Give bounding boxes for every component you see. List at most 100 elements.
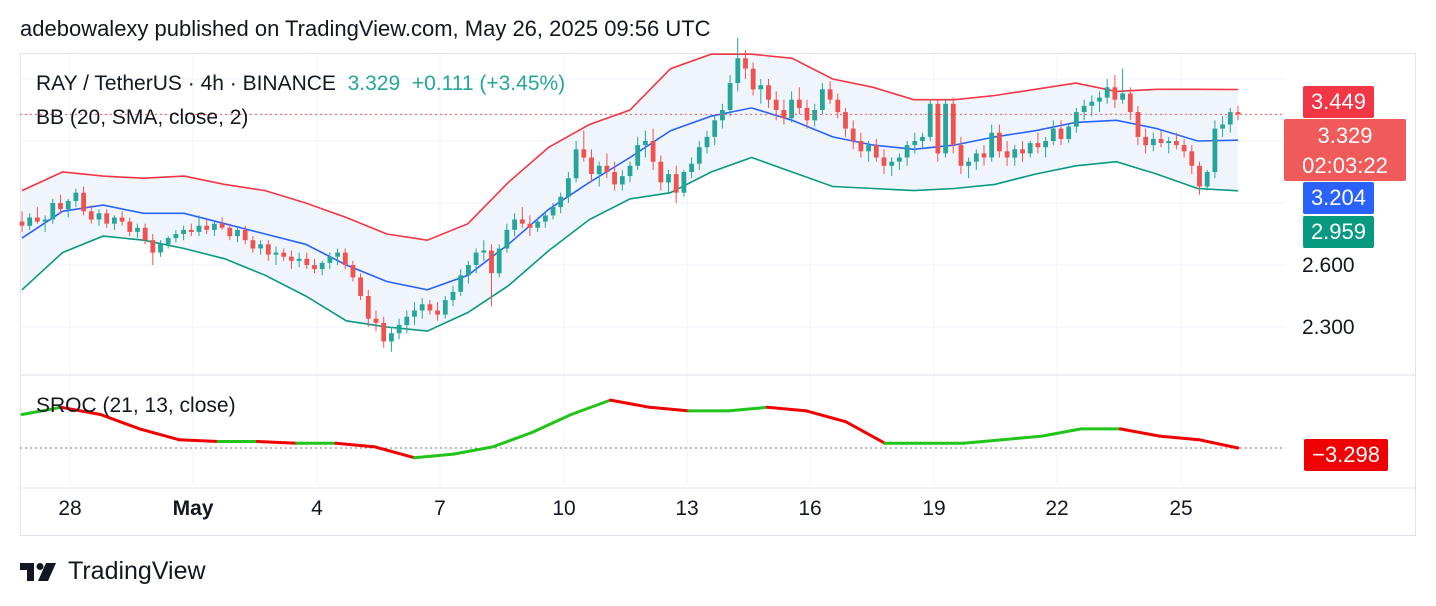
candle-up bbox=[543, 215, 548, 222]
candle-up bbox=[920, 136, 925, 141]
candle-up bbox=[181, 229, 186, 234]
candle-up bbox=[704, 136, 710, 148]
candle-down bbox=[88, 211, 94, 220]
symbol-legend: RAY / TetherUS · 4h · BINANCE 3.329 +0.1… bbox=[36, 72, 565, 96]
candle-down bbox=[489, 250, 494, 274]
candle-down bbox=[19, 221, 25, 226]
candle-down bbox=[435, 310, 440, 315]
brand-name: TradingView bbox=[68, 557, 206, 585]
symbol-title[interactable]: RAY / TetherUS · 4h · BINANCE bbox=[36, 72, 336, 95]
sroc-value-tag: −3.298 bbox=[1304, 439, 1388, 471]
candle-up bbox=[296, 258, 302, 261]
candle-down bbox=[312, 265, 317, 270]
time-label-28: 28 bbox=[58, 497, 82, 520]
candle-up bbox=[1104, 87, 1110, 98]
time-label-4: 4 bbox=[311, 497, 323, 520]
candle-down bbox=[519, 219, 525, 224]
candle-down bbox=[227, 227, 233, 237]
candle-up bbox=[1074, 112, 1079, 127]
candle-up bbox=[473, 252, 479, 265]
candle-up bbox=[1050, 128, 1056, 141]
candle-up bbox=[1043, 141, 1048, 148]
candle-up bbox=[512, 219, 517, 230]
candle-down bbox=[858, 141, 864, 152]
candle-up bbox=[335, 252, 340, 257]
candle-up bbox=[65, 200, 71, 210]
candle-down bbox=[427, 304, 433, 311]
candle-up bbox=[42, 219, 48, 222]
candle-down bbox=[58, 203, 63, 210]
candle-up bbox=[535, 221, 541, 228]
time-label-may: May bbox=[172, 497, 214, 520]
candle-down bbox=[188, 229, 194, 232]
sroc-segment-falling bbox=[373, 445, 416, 460]
candle-up bbox=[727, 83, 733, 110]
candle-down bbox=[150, 240, 156, 253]
candle-up bbox=[619, 176, 625, 185]
candle-down bbox=[612, 172, 617, 185]
candle-up bbox=[1097, 97, 1102, 102]
candle-down bbox=[1135, 112, 1141, 137]
candle-up bbox=[235, 229, 240, 237]
candle-up bbox=[966, 161, 971, 166]
candle-down bbox=[766, 85, 771, 100]
tradingview-logo-icon bbox=[20, 562, 56, 581]
candle-up bbox=[73, 192, 79, 201]
bb-legend[interactable]: BB (20, SMA, close, 2) bbox=[36, 106, 249, 129]
candle-up bbox=[458, 275, 464, 292]
candle-up bbox=[681, 172, 687, 193]
candle-up bbox=[912, 141, 918, 146]
sroc-segment-falling bbox=[59, 405, 102, 416]
sroc-segment-rising bbox=[412, 452, 455, 460]
candle-up bbox=[404, 316, 410, 325]
candle-up bbox=[696, 147, 702, 164]
sroc-segment-falling bbox=[1118, 427, 1161, 438]
candle-up bbox=[1151, 138, 1156, 146]
sroc-segment-rising bbox=[961, 438, 1005, 445]
candle-up bbox=[135, 227, 140, 232]
candle-up bbox=[1027, 143, 1033, 154]
candle-up bbox=[319, 262, 325, 270]
sroc-segment-falling bbox=[99, 413, 142, 431]
candle-down bbox=[835, 99, 841, 113]
candle-up bbox=[1089, 101, 1095, 106]
bb-band-fill bbox=[22, 54, 1238, 332]
candle-up bbox=[327, 256, 333, 263]
time-label-13: 13 bbox=[675, 497, 699, 520]
candle-up bbox=[643, 141, 648, 146]
time-label-19: 19 bbox=[922, 497, 946, 520]
bb-lower-tag: 2.959 bbox=[1302, 216, 1374, 248]
candle-up bbox=[196, 225, 202, 232]
candle-up bbox=[573, 149, 579, 179]
candle-up bbox=[735, 58, 741, 84]
candle-up bbox=[396, 324, 402, 334]
price-change: +0.111 (+3.45%) bbox=[411, 72, 566, 95]
brand-footer[interactable]: TradingView bbox=[20, 557, 206, 586]
candle-up bbox=[1166, 141, 1172, 144]
candle-up bbox=[627, 165, 633, 177]
candle-down bbox=[142, 227, 148, 241]
candle-up bbox=[165, 238, 171, 245]
time-label-7: 7 bbox=[434, 497, 446, 520]
sroc-segment-rising bbox=[20, 405, 63, 416]
candle-up bbox=[1227, 112, 1233, 125]
candle-down bbox=[981, 153, 987, 158]
candle-up bbox=[450, 291, 456, 301]
candle-down bbox=[304, 258, 310, 265]
candle-up bbox=[412, 310, 417, 317]
sroc-legend[interactable]: SROC (21, 13, close) bbox=[36, 394, 236, 417]
candle-down bbox=[373, 318, 379, 323]
time-label-10: 10 bbox=[552, 497, 576, 520]
candle-down bbox=[589, 157, 594, 174]
candle-up bbox=[158, 244, 163, 253]
time-label-22: 22 bbox=[1045, 497, 1069, 520]
candle-up bbox=[943, 103, 948, 154]
candle-down bbox=[1189, 151, 1195, 166]
candle-up bbox=[481, 250, 487, 253]
candle-down bbox=[219, 223, 225, 228]
candle-up bbox=[566, 178, 571, 197]
candle-down bbox=[935, 103, 941, 154]
sroc-segment-falling bbox=[255, 440, 299, 445]
bb-basis-tag: 3.204 bbox=[1302, 182, 1374, 214]
